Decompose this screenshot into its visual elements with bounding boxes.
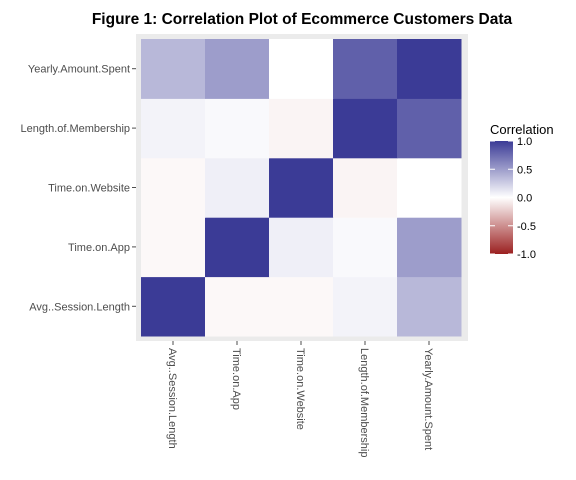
heatmap-cell (269, 39, 334, 99)
heatmap-cell (397, 98, 462, 159)
legend-ticks: 1.0 0.5 0.0 -0.5 -1.0 (490, 136, 536, 261)
chart-title: Figure 1: Correlation Plot of Ecommerce … (92, 11, 513, 28)
heatmap-cell (269, 217, 334, 278)
heatmap-cell (333, 98, 398, 159)
heatmap-cell (333, 39, 398, 99)
legend-tick-label: -1.0 (517, 249, 536, 261)
x-tick-label: Time.on.Website (294, 348, 306, 430)
heatmap-cell (397, 276, 462, 337)
heatmap-cell (141, 157, 206, 218)
x-tick-label: Yearly.Amount.Spent (422, 348, 434, 450)
heatmap-cell (397, 39, 462, 99)
legend-tick-label: 0.0 (517, 193, 532, 205)
heatmap-cell (269, 276, 334, 337)
legend-colorbar (490, 141, 513, 254)
heatmap-cell (205, 39, 270, 99)
legend-tick-label: 1.0 (517, 136, 532, 148)
legend-tick-label: 0.5 (517, 164, 532, 176)
heatmap-cell (333, 276, 398, 337)
y-tick-label: Avg..Session.Length (29, 301, 130, 313)
y-tick-label: Yearly.Amount.Spent (28, 64, 130, 76)
heatmap-cells (141, 39, 462, 337)
heatmap-cell (141, 98, 206, 159)
heatmap-cell (333, 157, 398, 218)
heatmap-cell (205, 157, 270, 218)
x-axis: Avg..Session.Length Time.on.App Time.on.We… (166, 341, 434, 457)
heatmap-cell (269, 98, 334, 159)
y-tick-label: Length.of.Membership (21, 123, 130, 135)
heatmap-cell (141, 217, 206, 278)
x-tick-label: Length.of.Membership (358, 348, 370, 457)
heatmap-cell (397, 217, 462, 278)
heatmap-cell (397, 157, 462, 218)
y-axis: Avg..Session.Length Time.on.App Time.on.We… (21, 64, 136, 313)
heatmap-cell (333, 217, 398, 278)
heatmap-cell (205, 217, 270, 278)
legend: Correlation 1.0 0.5 0.0 -0.5 -1.0 (490, 122, 554, 261)
x-tick-label: Time.on.App (230, 348, 242, 410)
y-tick-label: Time.on.App (68, 242, 130, 254)
legend-tick-label: -0.5 (517, 221, 536, 233)
heatmap-cell (269, 157, 334, 218)
x-tick-label: Avg..Session.Length (166, 348, 178, 449)
heatmap-cell (205, 98, 270, 159)
heatmap-cell (141, 276, 206, 337)
heatmap-cell (205, 276, 270, 337)
heatmap-cell (141, 39, 206, 99)
legend-title: Correlation (490, 122, 554, 137)
y-tick-label: Time.on.Website (48, 183, 130, 195)
